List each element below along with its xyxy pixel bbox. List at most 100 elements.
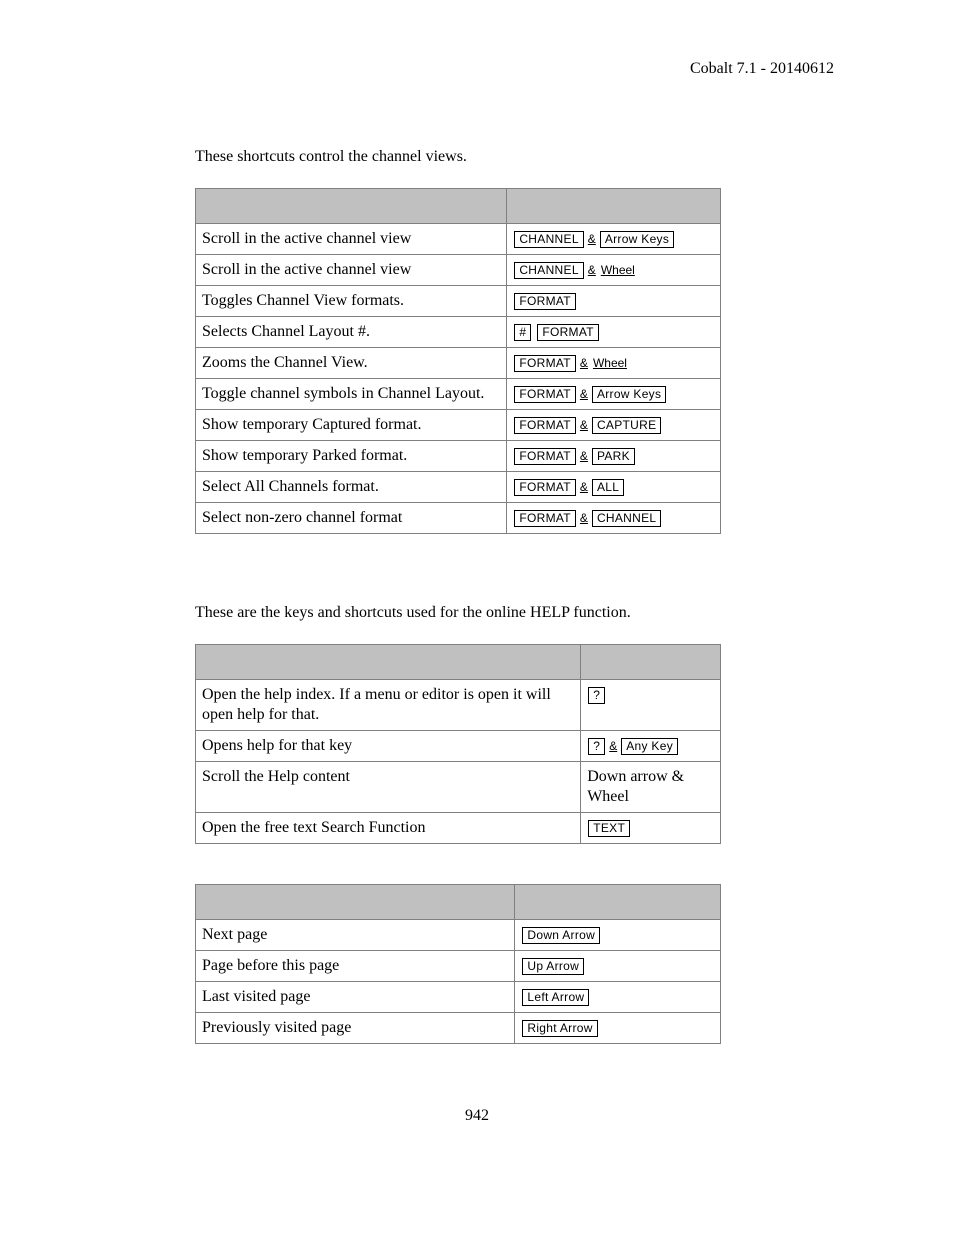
shortcut-keys: ? (581, 680, 721, 731)
shortcut-keys: ?&Any Key (581, 731, 721, 762)
amp-joiner: & (577, 387, 591, 401)
shortcut-keys: Down Arrow (515, 920, 721, 951)
table-row: Select non-zero channel formatFORMAT&CHA… (196, 503, 721, 534)
table-row: Scroll the Help contentDown arrow & Whee… (196, 762, 721, 813)
key-box: CHANNEL (592, 510, 661, 527)
key-underline: Wheel (591, 356, 629, 370)
amp-joiner: & (585, 263, 599, 277)
table-row: Last visited page Left Arrow (196, 982, 721, 1013)
help-function-table: Open the help index. If a menu or editor… (195, 644, 721, 844)
key-box: FORMAT (514, 448, 576, 465)
shortcut-description: Open the help index. If a menu or editor… (196, 680, 581, 731)
table-row: Open the help index. If a menu or editor… (196, 680, 721, 731)
shortcut-description: Last visited page (196, 982, 515, 1013)
key-box: Any Key (621, 738, 678, 755)
key-box: FORMAT (514, 293, 576, 310)
shortcut-description: Next page (196, 920, 515, 951)
key-box: Right Arrow (522, 1020, 597, 1037)
table-row: Next page Down Arrow (196, 920, 721, 951)
document-page: Cobalt 7.1 - 20140612 These shortcuts co… (0, 0, 954, 1235)
shortcut-description: Scroll in the active channel view (196, 224, 507, 255)
table-row: Open the free text Search Function TEXT (196, 813, 721, 844)
shortcut-keys: CHANNEL&Arrow Keys (507, 224, 721, 255)
shortcut-description: Page before this page (196, 951, 515, 982)
shortcut-keys: FORMAT&Arrow Keys (507, 379, 721, 410)
table-row: Scroll in the active channel viewCHANNEL… (196, 255, 721, 286)
section1-intro: These shortcuts control the channel view… (195, 148, 834, 166)
amp-joiner: & (577, 511, 591, 525)
shortcut-keys: Down arrow & Wheel (581, 762, 721, 813)
table-row: Previously visited page Right Arrow (196, 1013, 721, 1044)
key-box: FORMAT (514, 386, 576, 403)
shortcut-keys: CHANNEL&Wheel (507, 255, 721, 286)
key-box: ? (588, 738, 605, 755)
shortcut-keys: Up Arrow (515, 951, 721, 982)
key-underline: Wheel (599, 263, 637, 277)
shortcut-keys: Right Arrow (515, 1013, 721, 1044)
amp-joiner: & (577, 418, 591, 432)
shortcut-keys: FORMAT&ALL (507, 472, 721, 503)
table-header-blank (507, 189, 721, 224)
shortcut-keys: FORMAT (507, 286, 721, 317)
shortcut-description: Zooms the Channel View. (196, 348, 507, 379)
key-plain: Down arrow & Wheel (587, 768, 684, 805)
shortcut-description: Opens help for that key (196, 731, 581, 762)
table-header-blank (196, 189, 507, 224)
shortcut-description: Select All Channels format. (196, 472, 507, 503)
page-header: Cobalt 7.1 - 20140612 (195, 60, 834, 78)
shortcut-description: Select non-zero channel format (196, 503, 507, 534)
table-row: Toggle channel symbols in Channel Layout… (196, 379, 721, 410)
key-box: FORMAT (514, 479, 576, 496)
key-box: FORMAT (514, 510, 576, 527)
amp-joiner: & (585, 232, 599, 246)
shortcut-keys: FORMAT&CHANNEL (507, 503, 721, 534)
shortcut-description: Toggles Channel View formats. (196, 286, 507, 317)
table-header-blank (196, 885, 515, 920)
shortcut-keys: FORMAT&CAPTURE (507, 410, 721, 441)
shortcut-keys: FORMAT&PARK (507, 441, 721, 472)
table-header-blank (196, 645, 581, 680)
key-box: # (514, 324, 531, 341)
channel-views-table: Scroll in the active channel viewCHANNEL… (195, 188, 721, 534)
key-box: FORMAT (514, 417, 576, 434)
key-box: FORMAT (537, 324, 599, 341)
shortcut-description: Scroll the Help content (196, 762, 581, 813)
table-row: Zooms the Channel View.FORMAT&Wheel (196, 348, 721, 379)
shortcut-description: Previously visited page (196, 1013, 515, 1044)
key-box: FORMAT (514, 355, 576, 372)
section2-intro: These are the keys and shortcuts used fo… (195, 604, 834, 622)
table-row: Opens help for that key?&Any Key (196, 731, 721, 762)
key-box: TEXT (588, 820, 630, 837)
shortcut-description: Selects Channel Layout #. (196, 317, 507, 348)
key-box: CHANNEL (514, 231, 583, 248)
shortcut-description: Open the free text Search Function (196, 813, 581, 844)
table-row: Show temporary Parked format.FORMAT&PARK (196, 441, 721, 472)
key-box: Up Arrow (522, 958, 584, 975)
key-box: CAPTURE (592, 417, 661, 434)
navigation-table: Next page Down Arrow Page before this page… (195, 884, 721, 1044)
amp-joiner: & (577, 449, 591, 463)
shortcut-description: Toggle channel symbols in Channel Layout… (196, 379, 507, 410)
table-row: Page before this page Up Arrow (196, 951, 721, 982)
key-box: ? (588, 687, 605, 704)
key-box: ALL (592, 479, 624, 496)
amp-joiner: & (577, 480, 591, 494)
table-header-blank (581, 645, 721, 680)
key-box: Down Arrow (522, 927, 600, 944)
key-box: PARK (592, 448, 635, 465)
page-number: 942 (0, 1107, 954, 1125)
key-box: Arrow Keys (592, 386, 666, 403)
key-box: Left Arrow (522, 989, 589, 1006)
shortcut-keys: Left Arrow (515, 982, 721, 1013)
shortcut-keys: # FORMAT (507, 317, 721, 348)
shortcut-description: Show temporary Captured format. (196, 410, 507, 441)
shortcut-description: Scroll in the active channel view (196, 255, 507, 286)
shortcut-keys: TEXT (581, 813, 721, 844)
table-row: Toggles Channel View formats. FORMAT (196, 286, 721, 317)
table-row: Scroll in the active channel viewCHANNEL… (196, 224, 721, 255)
key-box: CHANNEL (514, 262, 583, 279)
table-row: Select All Channels format.FORMAT&ALL (196, 472, 721, 503)
table-header-blank (515, 885, 721, 920)
amp-joiner: & (606, 739, 620, 753)
shortcut-keys: FORMAT&Wheel (507, 348, 721, 379)
